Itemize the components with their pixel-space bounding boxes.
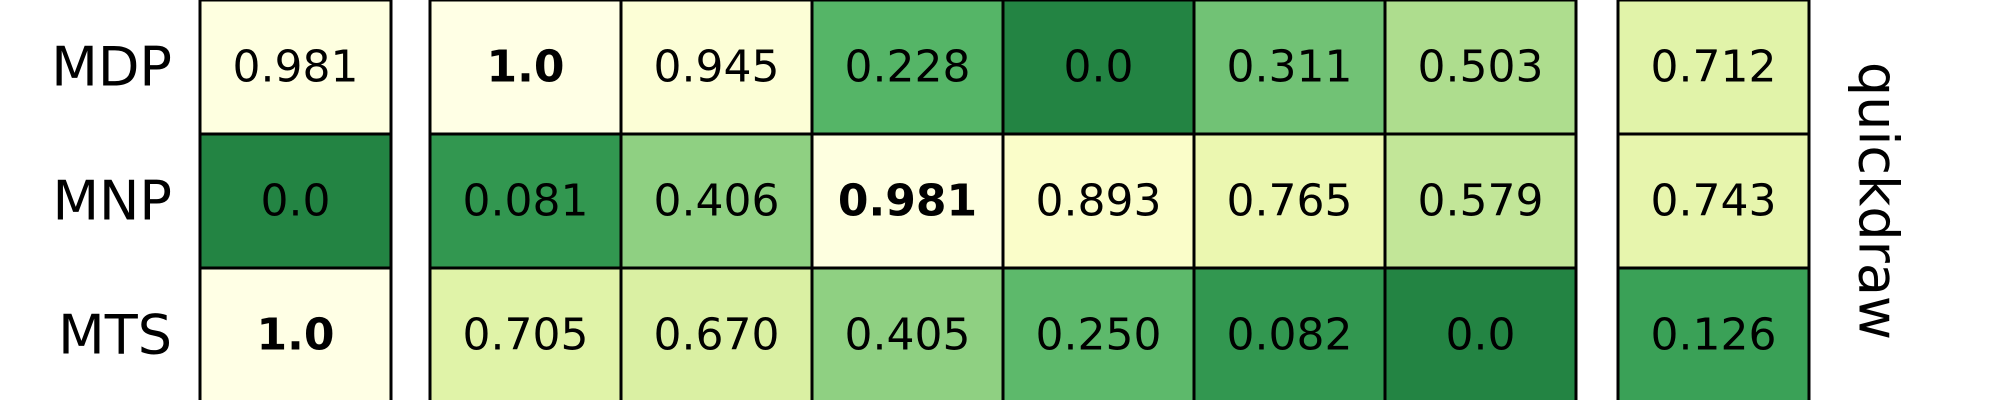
cell-value-label: 0.712: [1651, 42, 1777, 93]
cell-value-label: 0.705: [463, 310, 589, 361]
cell-value-label: 0.981: [838, 176, 977, 227]
cell-value-label: 0.126: [1651, 310, 1777, 361]
heatmap-cell: [810, 266, 1005, 400]
cell-value-label: 1.0: [257, 310, 335, 361]
heatmap-cell: [1001, 266, 1196, 400]
heatmap-cell: [198, 132, 393, 270]
cell-value-label: 1.0: [487, 42, 565, 93]
cells-layer: 0.981 0.0 1.0 1.0 0.945 0.228 0.0 0.311 0.503 0.0…: [198, 0, 1811, 400]
heatmap-cell: [1383, 132, 1578, 270]
cell-value-label: 0.579: [1418, 176, 1544, 227]
cell-value-label: 0.893: [1036, 176, 1162, 227]
heatmap-cell: [1383, 266, 1578, 400]
cell-value-label: 0.670: [654, 310, 780, 361]
row-label-mdp: MDP: [51, 36, 172, 99]
cell-value-label: 0.981: [233, 42, 359, 93]
cell-value-label: 0.0: [1446, 310, 1516, 361]
heatmap-cell: [1192, 0, 1387, 136]
side-label: quickdraw: [1847, 62, 1910, 340]
cell-value-label: 0.743: [1651, 176, 1777, 227]
cell-value-label: 0.0: [261, 176, 331, 227]
heatmap-cell: [1001, 0, 1196, 136]
cell-value-label: 0.0: [1064, 42, 1134, 93]
heatmap-cell: [1616, 266, 1811, 400]
cell-value-label: 0.406: [654, 176, 780, 227]
labels-layer: MDP MNP MTS quickdraw: [51, 36, 1909, 367]
cell-value-label: 0.311: [1227, 42, 1353, 93]
heatmap-cell: [428, 132, 623, 270]
cell-value-label: 0.945: [654, 42, 780, 93]
heatmap-cell: [1192, 132, 1387, 270]
heatmap-cell: [1192, 266, 1387, 400]
heatmap-cell: [619, 266, 814, 400]
heatmap-cell: [428, 266, 623, 400]
cell-value-label: 0.228: [845, 42, 971, 93]
heatmap-cell: [198, 0, 393, 136]
heatmap-cell: [1001, 132, 1196, 270]
row-label-mnp: MNP: [52, 170, 172, 233]
heatmap-cell: [428, 0, 623, 136]
row-label-mts: MTS: [58, 304, 172, 367]
cell-value-label: 0.250: [1036, 310, 1162, 361]
cell-value-label: 0.405: [845, 310, 971, 361]
cell-value-label: 0.765: [1227, 176, 1353, 227]
heatmap-cell: [198, 266, 393, 400]
heatmap-cell: [1616, 0, 1811, 136]
cell-value-label: 0.503: [1418, 42, 1544, 93]
cell-value-label: 0.082: [1227, 310, 1353, 361]
heatmap-cell: [810, 132, 1005, 270]
heatmap-cell: [1616, 132, 1811, 270]
cell-value-label: 0.081: [463, 176, 589, 227]
heatmap-cell: [1383, 0, 1578, 136]
